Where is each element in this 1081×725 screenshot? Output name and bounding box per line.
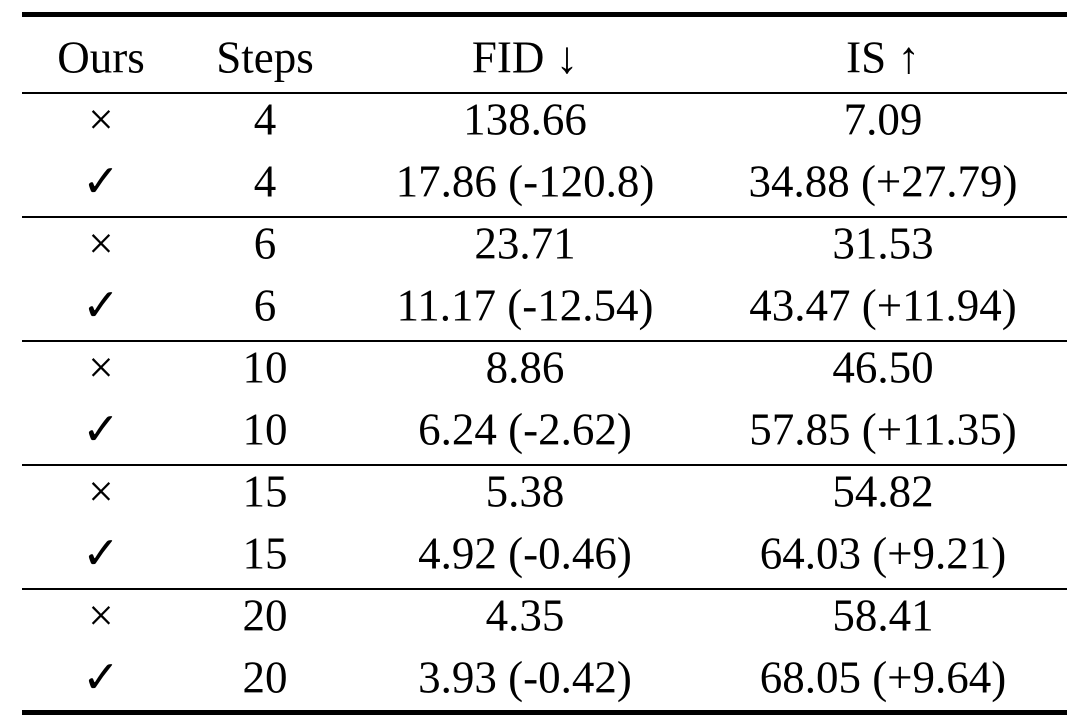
- table-cell: 54.82: [832, 466, 933, 516]
- group-rule: [22, 340, 1067, 342]
- table-cell: 57.85 (+11.35): [749, 404, 1016, 454]
- table-cell: 64.03 (+9.21): [760, 528, 1007, 578]
- table-cell: 15: [243, 528, 288, 578]
- table-cell: 11.17 (-12.54): [396, 280, 653, 330]
- group-rule: [22, 588, 1067, 590]
- top-rule: [22, 12, 1067, 17]
- table-cell: 10: [243, 404, 288, 454]
- table-cell: 4.35: [486, 590, 565, 640]
- table-cell: 17.86 (-120.8): [396, 156, 655, 206]
- table-cell: 20: [243, 590, 288, 640]
- group-rule: [22, 464, 1067, 466]
- header-cell: Steps: [216, 32, 314, 82]
- table-cell: 4: [254, 156, 277, 206]
- header-cell: IS ↑: [846, 32, 920, 82]
- table-cell: ✓: [82, 280, 120, 330]
- table-cell: ×: [88, 590, 113, 640]
- table-cell: ✓: [82, 652, 120, 702]
- table-cell: 23.71: [474, 218, 575, 268]
- table-cell: 4.92 (-0.46): [418, 528, 632, 578]
- table-cell: 68.05 (+9.64): [760, 652, 1007, 702]
- table-cell: ×: [88, 466, 113, 516]
- table-cell: 10: [243, 342, 288, 392]
- table-cell: ×: [88, 94, 113, 144]
- table-cell: 58.41: [832, 590, 933, 640]
- table-cell: 46.50: [832, 342, 933, 392]
- table-cell: 6: [254, 218, 277, 268]
- table-cell: 4: [254, 94, 277, 144]
- table-cell: 31.53: [832, 218, 933, 268]
- group-rule: [22, 216, 1067, 218]
- table-cell: ×: [88, 342, 113, 392]
- table-cell: 3.93 (-0.42): [418, 652, 632, 702]
- table-cell: 7.09: [844, 94, 923, 144]
- table-cell: 15: [243, 466, 288, 516]
- table-cell: ×: [88, 218, 113, 268]
- header-cell: Ours: [57, 32, 145, 82]
- table-cell: 5.38: [486, 466, 565, 516]
- table-cell: 6.24 (-2.62): [418, 404, 632, 454]
- table-cell: ✓: [82, 528, 120, 578]
- table-cell: 8.86: [486, 342, 565, 392]
- header-cell: FID ↓: [472, 32, 578, 82]
- table-cell: 6: [254, 280, 277, 330]
- table-cell: ✓: [82, 404, 120, 454]
- table-cell: ✓: [82, 156, 120, 206]
- table-cell: 138.66: [463, 94, 587, 144]
- table-cell: 20: [243, 652, 288, 702]
- table-cell: 43.47 (+11.94): [749, 280, 1016, 330]
- header-rule: [22, 92, 1067, 94]
- bottom-rule: [22, 710, 1067, 715]
- table-cell: 34.88 (+27.79): [748, 156, 1017, 206]
